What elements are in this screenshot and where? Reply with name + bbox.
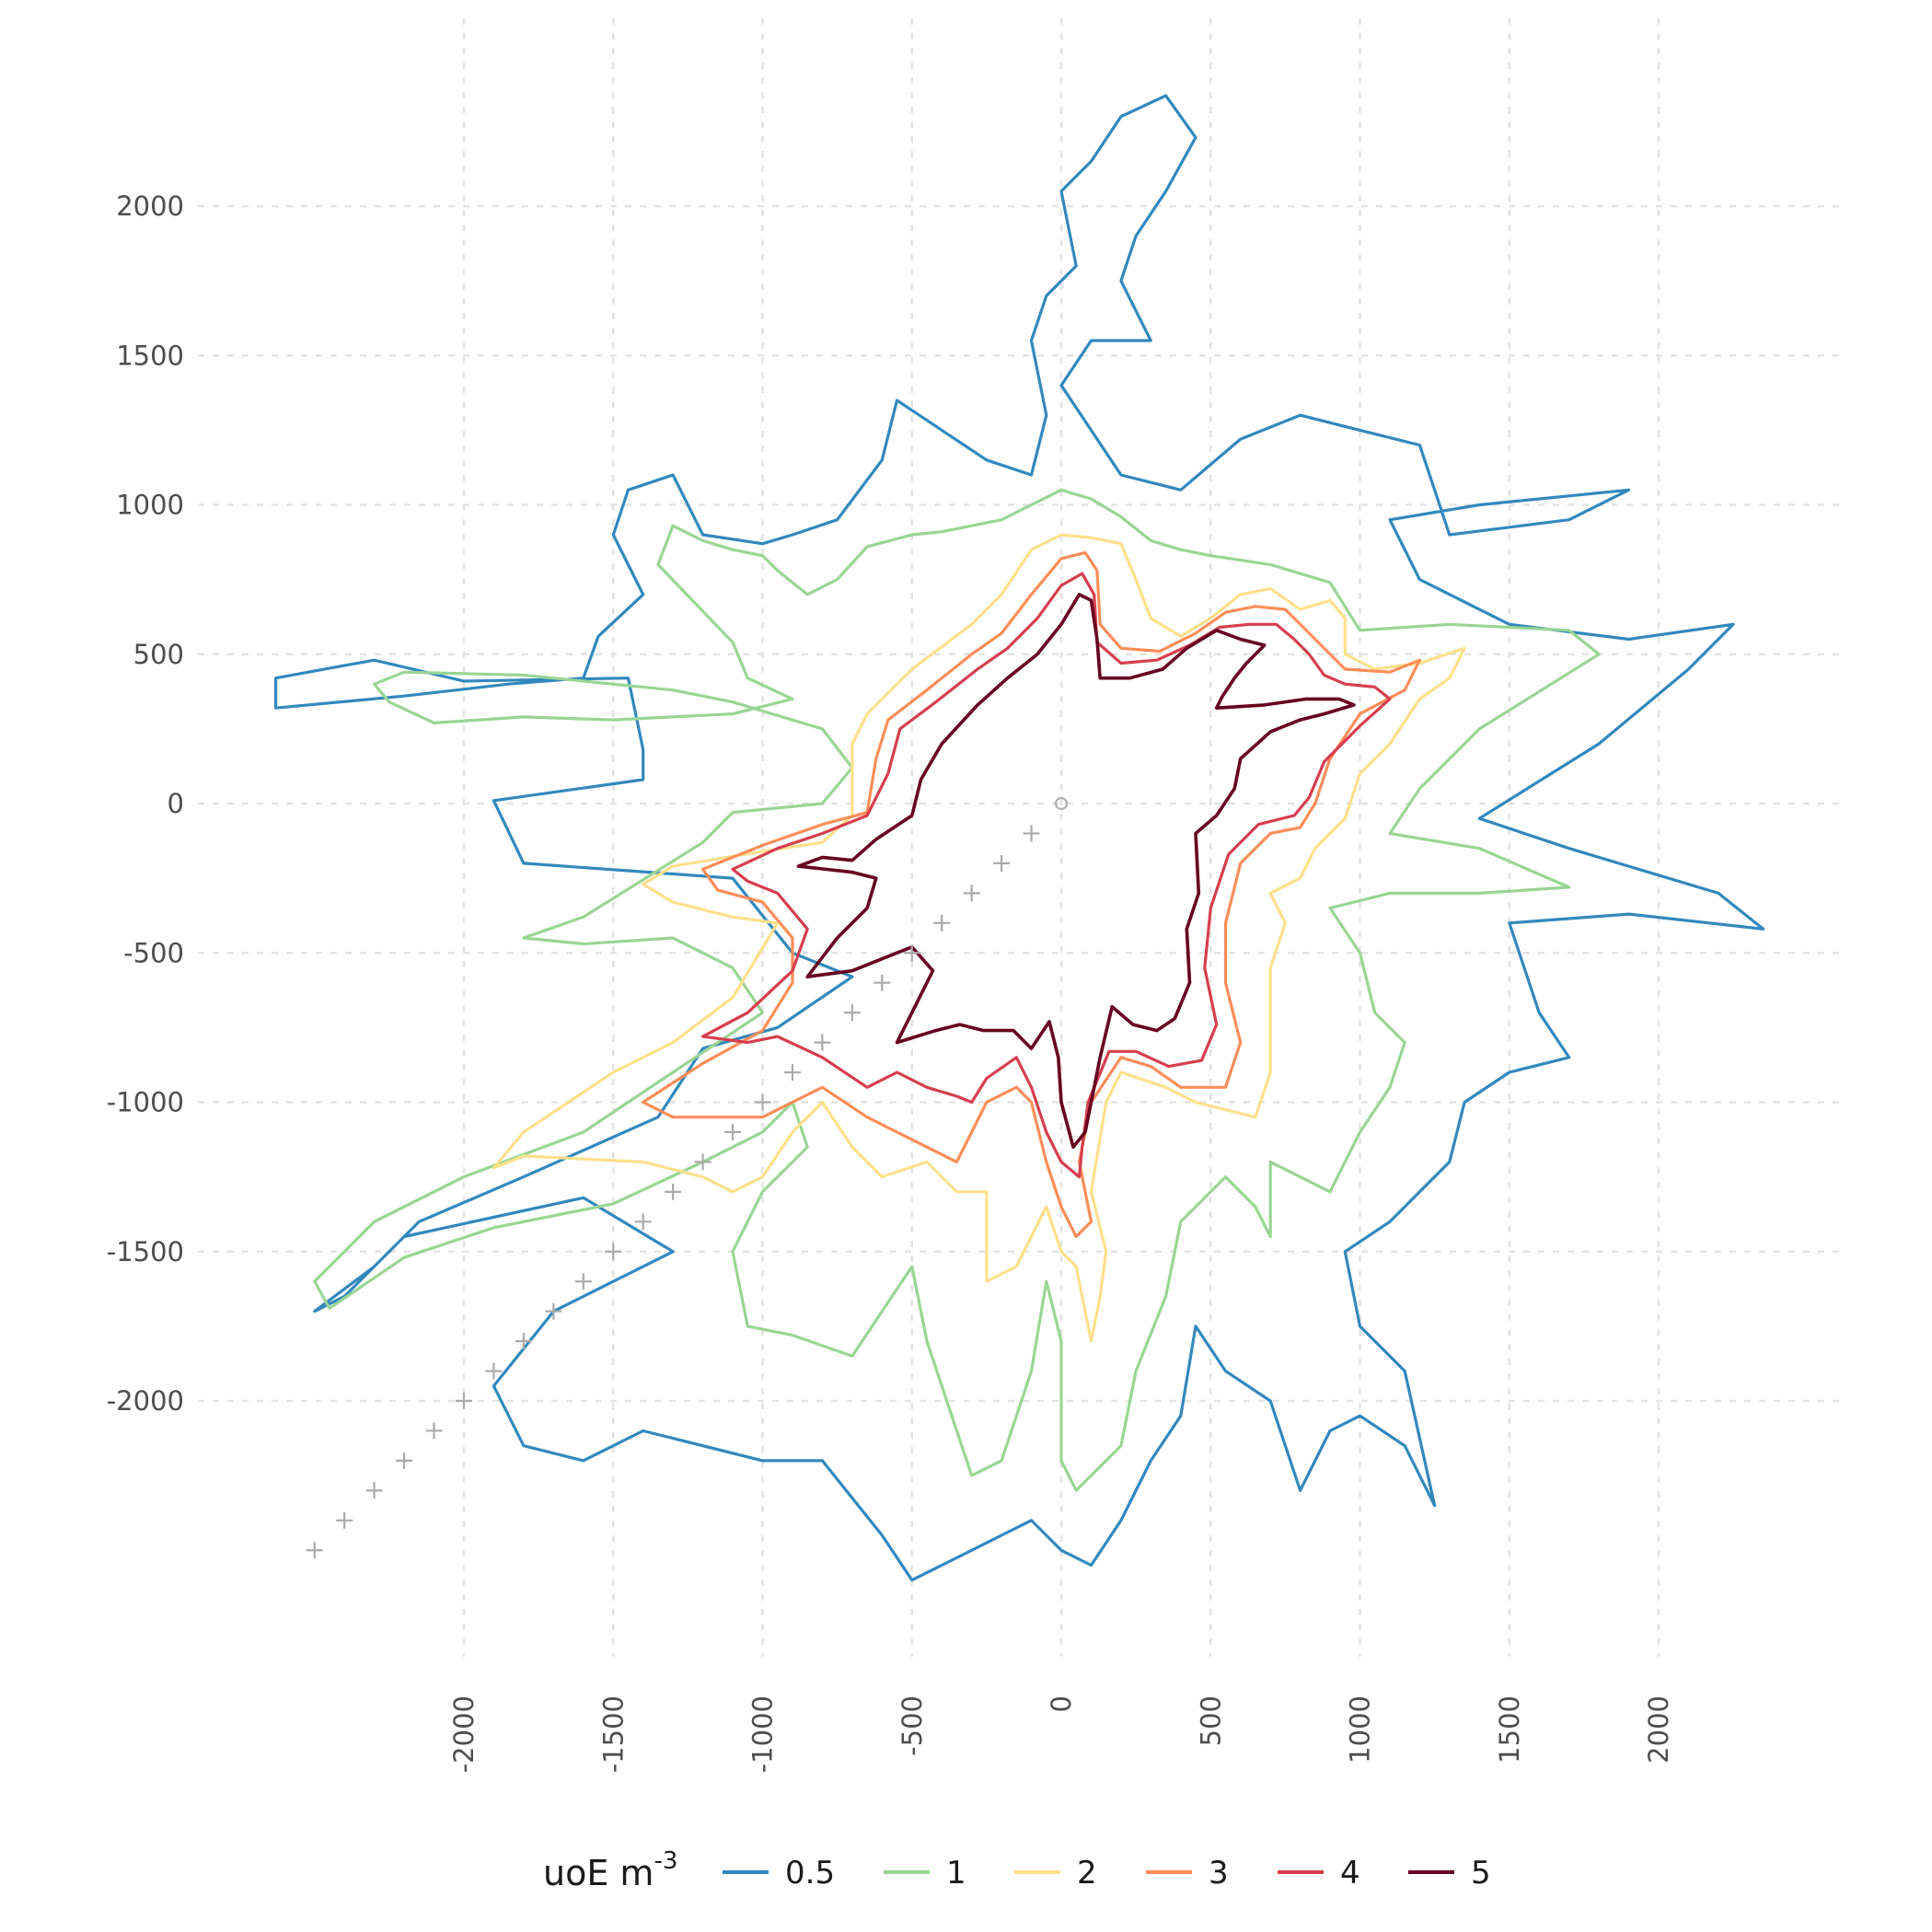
receptor-marker (306, 1542, 323, 1559)
legend-label: 1 (946, 1855, 966, 1892)
x-tick-label: 500 (1195, 1695, 1226, 1746)
x-axis-tick-labels: -2000 -1500 -1000 -500 0 500 1000 1500 2000 (448, 1695, 1674, 1773)
legend-label: 4 (1340, 1855, 1360, 1892)
receptor-marker (634, 1213, 652, 1231)
receptor-marker (456, 1393, 472, 1409)
receptor-marker (843, 1004, 861, 1022)
legend-title-main: uoE m (543, 1853, 654, 1893)
contour-4 (701, 572, 1392, 1179)
legend-item-1: 1 (884, 1855, 966, 1892)
y-tick-label: 500 (133, 639, 184, 670)
x-tick-label: -2000 (448, 1695, 480, 1773)
receptor-marker (665, 1183, 682, 1200)
x-tick-label: -1500 (597, 1695, 629, 1773)
contour-5 (796, 593, 1356, 1149)
receptor-marker (396, 1452, 413, 1469)
x-tick-label: 1000 (1345, 1695, 1376, 1764)
receptor-marker (485, 1362, 503, 1380)
x-tick-label: -1000 (747, 1695, 779, 1773)
legend-label: 2 (1077, 1855, 1097, 1892)
receptor-marker (365, 1482, 383, 1499)
x-tick-label: 0 (1046, 1695, 1077, 1712)
receptor-marker (963, 885, 980, 902)
receptor-marker (694, 1153, 711, 1171)
receptor-markers (306, 825, 1040, 1559)
source-point (1054, 796, 1069, 811)
receptor-marker (903, 944, 920, 962)
receptor-marker (873, 974, 891, 991)
y-tick-label: -500 (123, 937, 184, 968)
receptor-marker (724, 1123, 742, 1140)
legend-item-5: 5 (1408, 1855, 1491, 1892)
legend-item-2: 2 (1014, 1855, 1097, 1892)
receptor-marker (814, 1034, 831, 1051)
receptor-marker (336, 1511, 353, 1529)
legend-title-superscript: -3 (654, 1847, 677, 1875)
legend-label: 0.5 (785, 1855, 835, 1892)
legend-items: 0.5 1 2 3 4 5 (723, 1855, 1491, 1892)
contour-3 (642, 550, 1421, 1239)
receptor-marker (783, 1064, 801, 1082)
y-tick-label: 2000 (116, 191, 184, 222)
x-tick-label: 1500 (1494, 1695, 1525, 1764)
receptor-marker (605, 1243, 622, 1260)
legend-title: uoE m-3 (543, 1847, 677, 1893)
y-tick-label: -2000 (107, 1385, 184, 1417)
y-tick-label: -1500 (107, 1236, 184, 1267)
source-marker (1054, 796, 1069, 811)
y-tick-label: 1500 (116, 340, 184, 371)
receptor-marker (515, 1333, 532, 1350)
contour-lines (274, 94, 1765, 1582)
receptor-marker (1023, 825, 1040, 842)
receptor-marker (933, 914, 951, 931)
y-tick-label: 1000 (116, 490, 184, 521)
legend-item-4: 4 (1278, 1855, 1360, 1892)
y-tick-label: 0 (168, 788, 184, 819)
legend-item-3: 3 (1146, 1855, 1229, 1892)
receptor-marker (574, 1273, 592, 1290)
legend-label: 3 (1209, 1855, 1229, 1892)
legend-label: 5 (1471, 1855, 1491, 1892)
receptor-marker (754, 1093, 771, 1111)
x-tick-label: 2000 (1643, 1695, 1674, 1764)
receptor-marker (545, 1302, 562, 1320)
legend-item-0.5: 0.5 (723, 1855, 835, 1892)
receptor-marker (993, 854, 1011, 872)
x-tick-label: -500 (897, 1695, 928, 1756)
contour-1 (313, 488, 1601, 1492)
contour-0.5 (274, 94, 1765, 1582)
legend: uoE m-3 0.5 1 2 3 4 5 (543, 1847, 1491, 1893)
y-axis-tick-labels: -2000 -1500 -1000 -500 0 500 1000 1500 2000 (107, 191, 184, 1417)
receptor-marker (425, 1422, 443, 1440)
y-tick-label: -1000 (107, 1087, 184, 1118)
contour-2 (492, 533, 1466, 1343)
